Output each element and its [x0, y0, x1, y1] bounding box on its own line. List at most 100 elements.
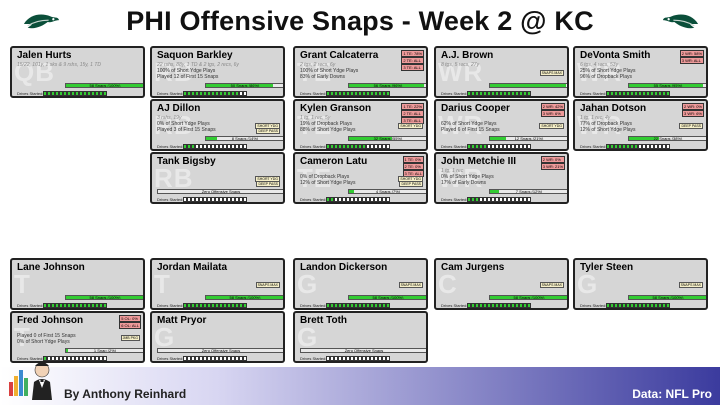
- snap-share-fill: [349, 84, 424, 87]
- personnel-badge: 6 OL: ALL: [119, 322, 141, 329]
- drive-cell: [235, 144, 239, 149]
- player-card[interactable]: RB AJ Dillon 3 rshs, 19y 0% of Short Ydge P…: [150, 99, 285, 151]
- drive-cell: [350, 144, 354, 149]
- player-card[interactable]: G Tyler Steen 58 Snaps (100%) Drives Starte…: [573, 258, 708, 310]
- player-card[interactable]: T Fred Johnson Played 0 of First 15 Snaps 0…: [10, 311, 145, 363]
- player-name: Brett Toth: [300, 315, 348, 326]
- snap-share-fill: [206, 137, 217, 140]
- player-card[interactable]: TE Grant Calcaterra 2 tgs, 2 recs, 6y 100% …: [293, 46, 428, 98]
- drive-cell: [642, 144, 646, 149]
- drive-cell: [83, 303, 87, 308]
- drive-cell: [51, 303, 55, 308]
- drive-cell: [43, 303, 47, 308]
- drive-cell: [99, 91, 103, 96]
- snap-share-bar: 58 Snaps (100%): [489, 295, 567, 300]
- player-card[interactable]: TE Kylen Granson 1 tg, 1 rec, 5y 19% of Dro…: [293, 99, 428, 151]
- player-card[interactable]: WR Jahan Dotson 1 tg, 1 rec, 4y 77% of Drop…: [573, 99, 708, 151]
- drive-cell: [239, 303, 243, 308]
- player-card[interactable]: TE Cameron Latu 0% of Dropback Plays 12% of…: [293, 152, 428, 204]
- snap-share-bar: 32 Snaps (55%): [348, 136, 426, 141]
- drive-cell: [227, 91, 231, 96]
- snap-share-fill: [629, 137, 659, 140]
- player-statline: 6 tgs, 4 recs, 53y: [580, 62, 619, 68]
- drive-cell: [519, 303, 523, 308]
- drive-cell: [211, 303, 215, 308]
- role-tag: DEEP PASS: [679, 123, 703, 129]
- drive-cell: [366, 356, 370, 361]
- drive-cell: [519, 91, 523, 96]
- drive-cell: [479, 144, 483, 149]
- drive-cell: [342, 144, 346, 149]
- player-card[interactable]: WR A.J. Brown 8 tgs, 5 recs, 27y Drives Sta…: [434, 46, 569, 98]
- drive-cell: [614, 144, 618, 149]
- drive-cell: [47, 303, 51, 308]
- player-card[interactable]: C Cam Jurgens 58 Snaps (100%) Drives Starte…: [434, 258, 569, 310]
- drive-cell: [199, 144, 203, 149]
- usage-stat: 0% of Dropback Plays: [300, 174, 350, 180]
- drive-cell: [95, 303, 99, 308]
- drive-cell: [183, 197, 187, 202]
- player-card[interactable]: G Matt Pryor Zero Offensive Snaps Drives St…: [150, 311, 285, 363]
- drive-cell: [207, 197, 211, 202]
- usage-stat: 62% of Short Ydge Plays: [441, 121, 497, 127]
- snap-count-label: 32 Snaps (55%): [373, 136, 403, 141]
- drive-cell: [346, 91, 350, 96]
- player-name: Kylen Granson: [300, 103, 372, 114]
- usage-stat: 88% of Short Ydge Plays: [300, 127, 356, 133]
- drive-cell: [646, 91, 650, 96]
- player-name: Matt Pryor: [157, 315, 207, 326]
- personnel-badge: 2 WR: 58%: [679, 50, 704, 57]
- player-card[interactable]: WR DeVonta Smith 6 tgs, 4 recs, 53y 25% of …: [573, 46, 708, 98]
- drive-cell: [471, 91, 475, 96]
- player-card[interactable]: G Brett Toth Zero Offensive Snaps Drives St…: [293, 311, 428, 363]
- drive-cell: [634, 91, 638, 96]
- drive-cell: [231, 144, 235, 149]
- drive-cell: [338, 303, 342, 308]
- drives-started-label: Drives Started:: [580, 303, 607, 308]
- drive-cell: [523, 197, 527, 202]
- player-card[interactable]: QB Jalen Hurts 15/22, 101y, 1 sks & 9 rshs…: [10, 46, 145, 98]
- position-watermark: G: [154, 322, 176, 352]
- drives-started-label: Drives Started:: [300, 356, 327, 361]
- drive-cell: [87, 303, 91, 308]
- drive-cell: [99, 356, 103, 361]
- player-card[interactable]: T Jordan Mailata 58 Snaps (100%) Drives Sta…: [150, 258, 285, 310]
- drives-started-track: [183, 356, 247, 361]
- player-card[interactable]: WR Darius Cooper 62% of Short Ydge Plays Pl…: [434, 99, 569, 151]
- drive-cell: [358, 91, 362, 96]
- drive-cell: [63, 303, 67, 308]
- drive-cell: [215, 91, 219, 96]
- usage-stat: 19% of Dropback Plays: [300, 121, 352, 127]
- personnel-badge: 3 WR: ALL: [679, 57, 704, 64]
- drives-started-label: Drives Started:: [580, 144, 607, 149]
- drive-cell: [638, 91, 642, 96]
- player-card[interactable]: RB Tank Bigsby Zero Offensive Snaps Drives …: [150, 152, 285, 204]
- drives-started-track: [183, 91, 247, 96]
- player-card[interactable]: RB Saquon Barkley 22 rshs, 88y, 1 TD & 2 t…: [150, 46, 285, 98]
- player-card[interactable]: WR John Metchie III 1 tg, 1 rec 0% of Short…: [434, 152, 569, 204]
- player-statline: 1 tg, 1 rec, 5y: [300, 115, 331, 121]
- drive-cell: [511, 144, 515, 149]
- position-watermark: WR: [438, 163, 484, 193]
- player-card[interactable]: G Landon Dickerson 58 Snaps (100%) Drives S…: [293, 258, 428, 310]
- snap-share-bar: [489, 83, 567, 88]
- usage-stat: 0% of Short Ydge Plays: [157, 121, 210, 127]
- personnel-badges: 1 TE: 78% 2 TE: ALL 3 TE: ALL: [401, 50, 424, 71]
- data-source: Data: NFL Pro: [632, 387, 712, 401]
- snap-count-label: 8 Snaps (14%): [231, 136, 259, 141]
- drive-cell: [338, 356, 342, 361]
- snap-count-label: 58 Snaps (100%): [513, 295, 545, 300]
- drive-cell: [79, 303, 83, 308]
- drive-cell: [211, 356, 215, 361]
- drive-cell: [223, 303, 227, 308]
- drive-cell: [203, 356, 207, 361]
- drive-cell: [59, 91, 63, 96]
- drive-cell: [382, 144, 386, 149]
- drive-cell: [330, 356, 334, 361]
- personnel-badge: 3 WR: 6%: [681, 110, 704, 117]
- drive-cell: [338, 91, 342, 96]
- drive-cell: [354, 356, 358, 361]
- drive-cell: [666, 144, 670, 149]
- player-card[interactable]: T Lane Johnson 58 Snaps (100%) Drives Start…: [10, 258, 145, 310]
- drive-cell: [362, 144, 366, 149]
